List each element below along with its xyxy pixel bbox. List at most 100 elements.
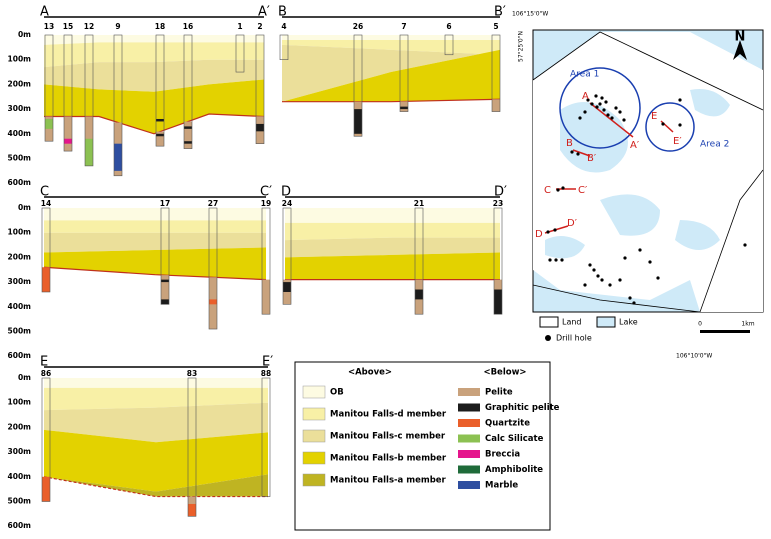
depth-label: 100m [8, 228, 32, 237]
core-segment [42, 476, 50, 502]
drill-hole [63, 34, 73, 152]
drill-hole [279, 34, 289, 61]
stratum [44, 402, 268, 443]
drill-hole-dot [598, 102, 602, 106]
core-segment [161, 299, 169, 305]
stratum [44, 79, 264, 134]
core-segment [354, 109, 362, 134]
drill-hole-dot [656, 276, 660, 280]
core-segment [184, 141, 192, 144]
section-end: D′ [494, 185, 507, 200]
stratum [282, 44, 500, 102]
drill-hole-dot [638, 248, 642, 252]
depth-label: 500m [8, 154, 32, 163]
drill-hole-dot [622, 118, 626, 122]
drill-hole [261, 377, 271, 497]
legend-label: Quartzite [485, 419, 530, 429]
depth-label: 300m [8, 277, 32, 286]
basement-core [400, 101, 408, 112]
core-segment [188, 503, 196, 517]
drill-hole-dot [553, 228, 557, 232]
depth-label: 600m [8, 351, 32, 360]
legend-swatch [458, 434, 480, 443]
map-section-label: B′ [587, 153, 597, 164]
section-start: B [278, 5, 287, 20]
drill-hole-dot [618, 278, 622, 282]
basement-core [161, 275, 169, 305]
unconformity [282, 98, 501, 103]
map-section-label: E [651, 111, 657, 122]
stratum [44, 220, 266, 233]
map-section-label: E′ [673, 136, 682, 147]
map-section-label: A [582, 91, 589, 102]
legend-label: Graphitic pelite [485, 403, 560, 413]
drill-hole-dot [610, 116, 614, 120]
drill-hole-dot [594, 94, 598, 98]
hole-label: 12 [84, 22, 94, 31]
depth-label: 400m [8, 472, 32, 481]
legend-swatch [302, 385, 326, 399]
drill-hole [255, 34, 265, 144]
legend-title: <Above> [348, 368, 392, 378]
drill-hole [208, 207, 218, 330]
stratum [44, 247, 266, 280]
legend-swatch [458, 388, 480, 396]
legend-swatch [458, 481, 480, 489]
depth-label: 300m [8, 104, 32, 113]
depth-label: 500m [8, 327, 32, 336]
hole-label: 23 [493, 199, 503, 208]
hole-label: 7 [401, 22, 406, 31]
section-end: E′ [262, 355, 273, 370]
stratum [44, 208, 266, 221]
drill-hole-dot [583, 110, 587, 114]
core-segment [45, 118, 53, 129]
coord-label: 106°15'0"W [512, 11, 548, 18]
legend-label: Breccia [485, 450, 520, 460]
drill-hole [160, 207, 170, 305]
depth-label: 300m [8, 447, 32, 456]
basement-core [156, 131, 164, 147]
unconformity [44, 113, 265, 135]
legend-label: Pelite [485, 388, 513, 398]
map-section-label: A′ [630, 140, 640, 151]
drill-hole-dot [618, 110, 622, 114]
north-label: N [735, 30, 746, 45]
core-segment [85, 138, 93, 166]
hole-label: 83 [187, 369, 197, 378]
depth-label: 0m [18, 30, 31, 39]
drill-hole [261, 207, 271, 315]
hole-label: 1 [237, 22, 242, 31]
drill-hole-dot [623, 256, 627, 260]
depth-label: 100m [8, 398, 32, 407]
drill-hole-dot [595, 105, 599, 109]
unconformity [43, 476, 268, 498]
basement-core [64, 116, 72, 152]
drill-hole [493, 207, 503, 315]
drill-hole-dot [606, 113, 610, 117]
hole-label: 14 [41, 199, 51, 208]
section-end: B′ [494, 5, 506, 20]
basement-core [262, 279, 270, 315]
map-section-label: B [566, 138, 573, 149]
depth-label: 0m [18, 203, 31, 212]
depth-label: 200m [8, 252, 32, 261]
drill-hole-dot [592, 268, 596, 272]
legend-label: Manitou Falls-d member [330, 410, 447, 420]
hole-label: 9 [115, 22, 120, 31]
depth-label: 600m [8, 521, 32, 530]
legend-label: Manitou Falls-c member [330, 432, 446, 442]
drill-hole-dot [583, 283, 587, 287]
drill-hole [44, 34, 54, 142]
drill-hole [113, 34, 123, 177]
legend-label: OB [330, 388, 344, 398]
stratum [44, 378, 268, 388]
legend-label: Manitou Falls-b member [330, 454, 447, 464]
legend-box [294, 361, 551, 531]
drill-hole [187, 377, 197, 517]
core-segment [415, 289, 423, 300]
depth-label: 200m [8, 422, 32, 431]
map-section-label: D [535, 229, 543, 240]
hole-label: 4 [281, 22, 286, 31]
drill-hole-dot [602, 108, 606, 112]
